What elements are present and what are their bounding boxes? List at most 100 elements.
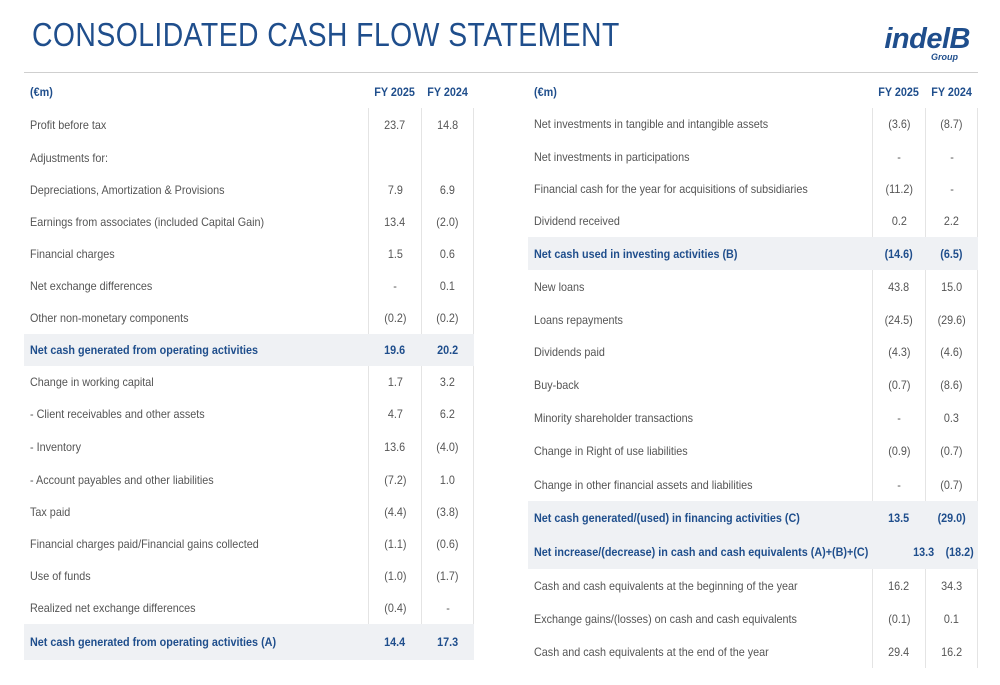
table-header: (€m) FY 2025 FY 2024: [528, 76, 978, 108]
row-label: Loans repayments: [534, 312, 623, 327]
table-row: Earnings from associates (included Capit…: [24, 206, 474, 238]
table-row: Cash and cash equivalents at the end of …: [528, 635, 978, 668]
table-body: Profit before tax 23.7 14.8 Adjustments for…: [24, 108, 474, 660]
table-row: Realized net exchange differences (0.4) -: [24, 592, 474, 624]
row-label: New loans: [534, 279, 585, 294]
table-row: Change in Right of use liabilities (0.9)(…: [528, 434, 978, 468]
fy2025-value: (1.1): [368, 528, 421, 560]
fy2024-value: (1.7): [421, 560, 474, 592]
row-label: Net investments in participations: [534, 149, 690, 164]
row-label: Net cash generated from operating activi…: [30, 343, 259, 357]
table-row: - Inventory 13.6 (4.0): [24, 430, 474, 464]
fy2025-value: -: [368, 270, 421, 302]
row-label: Realized net exchange differences: [30, 601, 196, 615]
fy2025-value: 14.4: [384, 635, 406, 649]
row-label: Net investments in tangible and intangib…: [534, 117, 769, 131]
table-row: Financial cash for the year for acquisit…: [528, 173, 978, 205]
fy2024-value: 0.1: [421, 270, 474, 302]
fy2024-value: [421, 142, 474, 174]
fy2025-value: 7.9: [368, 174, 421, 206]
table-row: Change in other financial assets and lia…: [528, 468, 978, 501]
fy2024-value: -: [925, 140, 978, 173]
table-row: Buy-back (0.7) (8.6): [528, 368, 978, 401]
row-label: Net cash generated/(used) in financing a…: [534, 511, 800, 525]
fy2025-header: FY 2025: [878, 85, 919, 99]
fy2025-value: 13.3: [913, 545, 935, 559]
table-row: Tax paid (4.4) (3.8): [24, 496, 474, 528]
unit-header: (€m): [30, 85, 53, 99]
fy2024-value: (0.7): [925, 434, 978, 468]
row-label: Other non-monetary components: [30, 311, 189, 325]
fy2025-value: (3.6): [872, 108, 925, 140]
fy2024-value: 17.3: [436, 635, 459, 649]
table-row: Exchange gains/(losses) on cash and cash…: [528, 602, 978, 635]
fy2024-value: (8.6): [925, 368, 978, 401]
fy2024-value: (29.0): [937, 511, 966, 525]
fy2025-value: (0.2): [368, 302, 421, 334]
row-label: - Inventory: [30, 440, 82, 454]
table-row: Adjustments for:: [24, 142, 474, 174]
fy2024-value: 6.2: [421, 398, 474, 430]
fy2025-value: 43.8: [872, 270, 925, 303]
fy2025-value: 1.5: [368, 238, 421, 270]
fy2024-value: 15.0: [925, 270, 978, 303]
row-label: Tax paid: [30, 505, 71, 519]
row-label: Change in other financial assets and lia…: [534, 477, 753, 492]
fy2025-value: -: [872, 140, 925, 173]
table-row: Net exchange differences -0.1: [24, 270, 474, 302]
fy2024-value: (0.2): [421, 302, 474, 334]
fy2025-value: (0.1): [872, 602, 925, 635]
fy2024-value: 20.2: [436, 343, 459, 357]
fy2024-value: 6.9: [421, 174, 474, 206]
fy2024-header: FY 2024: [427, 85, 468, 99]
table-body: Net investments in tangible and intangib…: [528, 108, 978, 668]
row-label: - Account payables and other liabilities: [30, 473, 214, 487]
fy2025-value: 13.4: [368, 206, 421, 238]
fy2024-value: (0.7): [925, 468, 978, 501]
row-label: Minority shareholder transactions: [534, 410, 694, 425]
row-label: Net exchange differences: [30, 279, 153, 293]
fy2025-value: 13.5: [888, 511, 910, 525]
total-row: Net cash generated from operating activi…: [24, 334, 474, 366]
row-label: Change in Right of use liabilities: [534, 444, 688, 458]
title-divider: [24, 72, 978, 73]
fy2024-value: (18.2): [945, 545, 974, 559]
logo-subtitle: Group: [931, 52, 958, 62]
fy2025-value: 13.6: [368, 430, 421, 464]
logo-wordmark: indelB: [884, 23, 970, 55]
fy2025-value: -: [872, 401, 925, 434]
row-label: Exchange gains/(losses) on cash and cash…: [534, 611, 797, 626]
table-row: Change in working capital 1.7 3.2: [24, 366, 474, 398]
total-row: Net cash generated from operating activi…: [24, 624, 474, 660]
fy2024-header: FY 2024: [931, 85, 972, 99]
row-label: Financial charges paid/Financial gains c…: [30, 537, 259, 551]
fy2025-value: (7.2): [368, 464, 421, 496]
fy2024-value: (8.7): [925, 108, 978, 140]
table-row: Net investments in tangible and intangib…: [528, 108, 978, 140]
page-title: CONSOLIDATED CASH FLOW STATEMENT: [32, 16, 620, 53]
fy2025-value: 23.7: [368, 108, 421, 142]
row-label: Buy-back: [534, 377, 580, 392]
table-row: Loans repayments (24.5) (29.6): [528, 303, 978, 336]
operating-cash-flow-table: (€m) FY 2025 FY 2024 Profit before tax 23…: [24, 76, 474, 660]
table-row: Cash and cash equivalents at the beginni…: [528, 569, 978, 602]
table-row: Net investments in participations - -: [528, 140, 978, 173]
table-row: - Account payables and other liabilities…: [24, 464, 474, 496]
total-row: Net cash used in investing activities (B…: [528, 237, 978, 270]
fy2025-value: (4.4): [368, 496, 421, 528]
fy2024-value: 1.0: [421, 464, 474, 496]
table-row: Dividends paid (4.3) (4.6): [528, 336, 978, 368]
row-label: Use of funds: [30, 569, 91, 583]
fy2024-value: 16.2: [925, 635, 978, 668]
fy2025-value: (11.2): [872, 173, 925, 205]
table-row: Use of funds (1.0) (1.7): [24, 560, 474, 592]
fy2024-value: 14.8: [421, 108, 474, 142]
fy2025-value: (0.4): [368, 592, 421, 624]
fy2024-value: (0.6): [421, 528, 474, 560]
table-row: Profit before tax 23.7 14.8: [24, 108, 474, 142]
fy2025-value: (24.5): [872, 303, 925, 336]
row-label: Cash and cash equivalents at the end of …: [534, 644, 769, 659]
company-logo: indelB Group: [860, 24, 970, 64]
row-label: Net cash generated from operating activi…: [30, 635, 277, 649]
fy2024-value: 3.2: [421, 366, 474, 398]
